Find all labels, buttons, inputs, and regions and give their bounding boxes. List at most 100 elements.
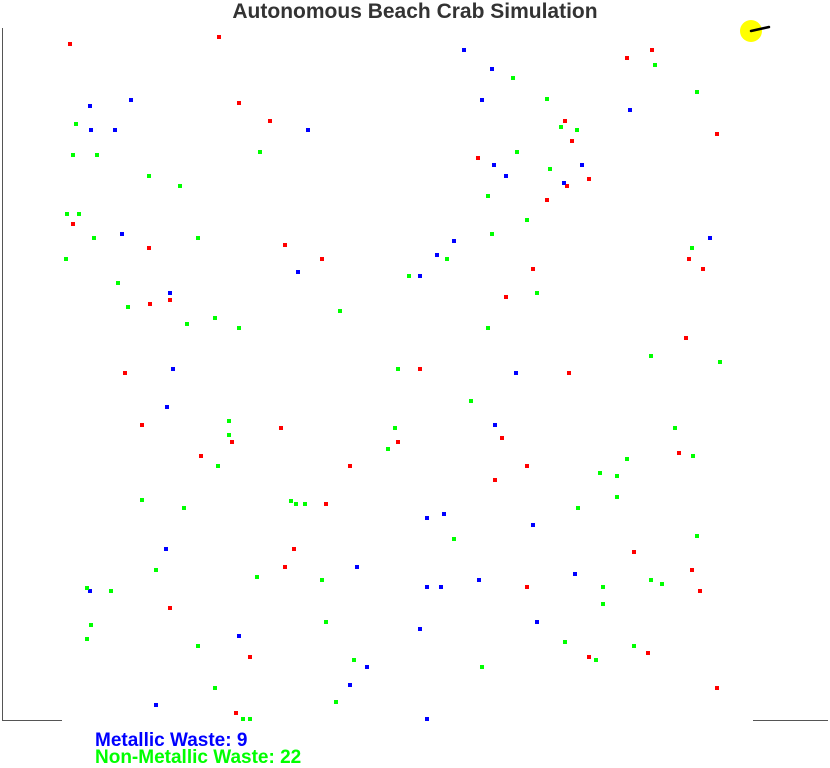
waste-item-metallic <box>531 523 535 527</box>
waste-item-non-metallic <box>227 419 231 423</box>
waste-item-metallic <box>237 634 241 638</box>
waste-item-non-metallic <box>649 578 653 582</box>
waste-item-red <box>687 257 691 261</box>
waste-item-red <box>283 565 287 569</box>
waste-item-non-metallic <box>480 665 484 669</box>
waste-item-non-metallic <box>213 686 217 690</box>
waste-item-non-metallic <box>255 575 259 579</box>
waste-item-non-metallic <box>407 274 411 278</box>
waste-item-non-metallic <box>660 582 664 586</box>
waste-item-non-metallic <box>575 128 579 132</box>
waste-item-non-metallic <box>469 399 473 403</box>
waste-item-red <box>531 267 535 271</box>
waste-item-non-metallic <box>227 433 231 437</box>
waste-item-red <box>525 585 529 589</box>
waste-item-metallic <box>365 665 369 669</box>
waste-item-non-metallic <box>85 637 89 641</box>
waste-item-red <box>587 177 591 181</box>
waste-item-metallic <box>129 98 133 102</box>
waste-item-metallic <box>306 128 310 132</box>
waste-item-non-metallic <box>154 568 158 572</box>
waste-item-metallic <box>493 423 497 427</box>
waste-item-red <box>199 454 203 458</box>
waste-item-non-metallic <box>85 586 89 590</box>
waste-item-metallic <box>120 232 124 236</box>
waste-item-metallic <box>477 578 481 582</box>
waste-item-red <box>283 243 287 247</box>
waste-item-non-metallic <box>352 658 356 662</box>
waste-item-red <box>248 655 252 659</box>
waste-item-non-metallic <box>178 184 182 188</box>
waste-item-non-metallic <box>324 620 328 624</box>
waste-item-non-metallic <box>147 174 151 178</box>
waste-item-non-metallic <box>653 63 657 67</box>
waste-item-red <box>168 606 172 610</box>
waste-item-non-metallic <box>490 232 494 236</box>
waste-item-red <box>493 478 497 482</box>
waste-item-non-metallic <box>545 97 549 101</box>
waste-item-non-metallic <box>649 354 653 358</box>
waste-item-non-metallic <box>576 506 580 510</box>
waste-item-red <box>168 298 172 302</box>
waste-item-metallic <box>480 98 484 102</box>
metallic-waste-count: Metallic Waste: 9 <box>95 730 248 751</box>
waste-item-non-metallic <box>241 717 245 721</box>
waste-item-metallic <box>418 274 422 278</box>
waste-item-non-metallic <box>140 498 144 502</box>
waste-item-red <box>68 42 72 46</box>
waste-item-red <box>701 267 705 271</box>
waste-item-non-metallic <box>64 257 68 261</box>
waste-item-non-metallic <box>695 534 699 538</box>
waste-item-non-metallic <box>525 218 529 222</box>
waste-item-red <box>525 464 529 468</box>
waste-item-non-metallic <box>185 322 189 326</box>
waste-item-non-metallic <box>303 502 307 506</box>
waste-item-non-metallic <box>615 474 619 478</box>
waste-item-metallic <box>418 627 422 631</box>
waste-item-non-metallic <box>515 150 519 154</box>
waste-item-non-metallic <box>216 464 220 468</box>
waste-item-metallic <box>490 67 494 71</box>
waste-item-red <box>567 371 571 375</box>
waste-item-non-metallic <box>393 426 397 430</box>
waste-item-non-metallic <box>237 326 241 330</box>
waste-item-metallic <box>492 163 496 167</box>
waste-item-red <box>504 295 508 299</box>
waste-item-red <box>500 436 504 440</box>
page-title: Autonomous Beach Crab Simulation <box>232 0 598 23</box>
waste-item-non-metallic <box>535 291 539 295</box>
waste-item-red <box>650 48 654 52</box>
waste-item-red <box>324 502 328 506</box>
waste-item-metallic <box>439 585 443 589</box>
waste-item-red <box>587 655 591 659</box>
waste-item-metallic <box>628 108 632 112</box>
waste-item-non-metallic <box>196 236 200 240</box>
waste-item-non-metallic <box>386 447 390 451</box>
waste-item-metallic <box>504 174 508 178</box>
waste-item-red <box>230 440 234 444</box>
waste-item-red <box>563 119 567 123</box>
waste-item-red <box>545 198 549 202</box>
waste-item-metallic <box>442 512 446 516</box>
waste-item-non-metallic <box>338 309 342 313</box>
waste-item-metallic <box>425 717 429 721</box>
waste-item-non-metallic <box>334 700 338 704</box>
waste-item-non-metallic <box>601 602 605 606</box>
waste-item-metallic <box>296 270 300 274</box>
waste-item-red <box>715 132 719 136</box>
waste-item-red <box>715 686 719 690</box>
waste-item-red <box>625 56 629 60</box>
waste-item-red <box>698 589 702 593</box>
waste-item-metallic <box>425 585 429 589</box>
waste-item-metallic <box>88 589 92 593</box>
waste-item-red <box>148 302 152 306</box>
waste-item-non-metallic <box>632 644 636 648</box>
waste-item-metallic <box>355 565 359 569</box>
waste-item-non-metallic <box>486 326 490 330</box>
waste-item-red <box>418 367 422 371</box>
waste-item-metallic <box>580 163 584 167</box>
waste-item-non-metallic <box>598 471 602 475</box>
waste-item-non-metallic <box>320 578 324 582</box>
waste-item-metallic <box>168 291 172 295</box>
